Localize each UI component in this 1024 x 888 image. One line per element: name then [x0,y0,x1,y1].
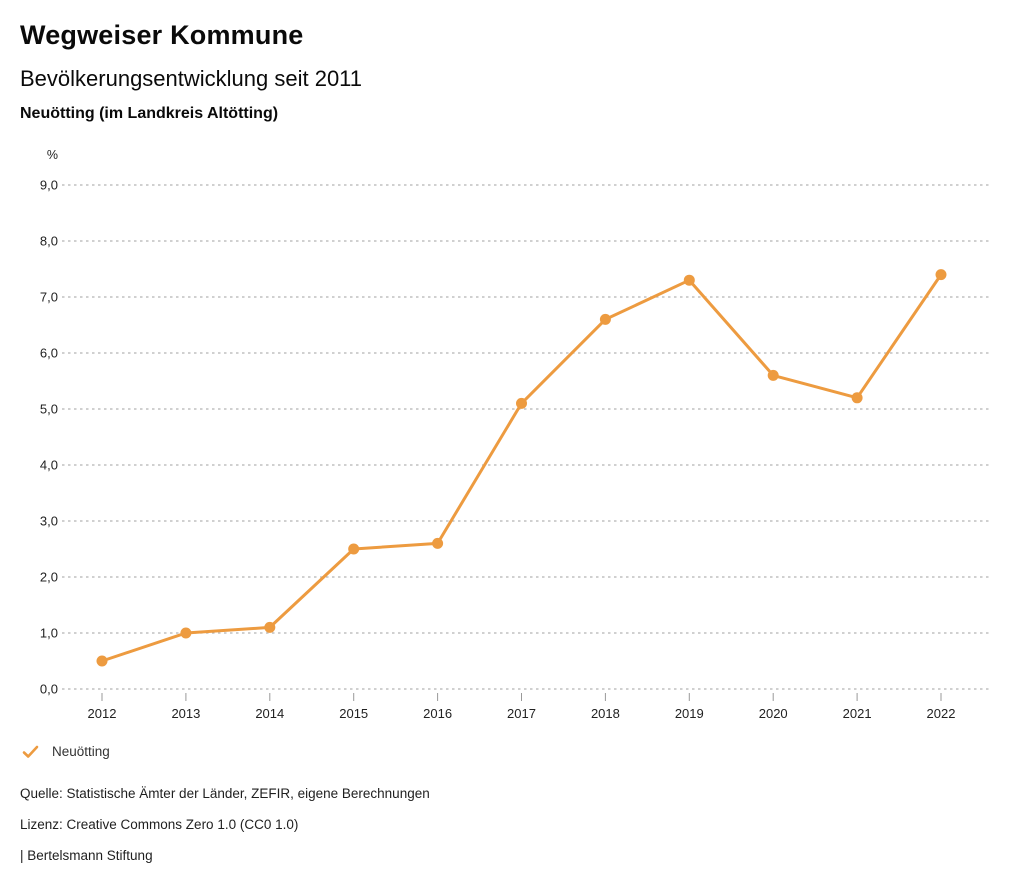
data-point-2019[interactable] [683,274,695,286]
x-axis-tick-label: 2022 [927,706,956,721]
y-axis-tick-label: 5,0 [40,402,58,417]
y-axis-tick-label: 4,0 [40,458,58,473]
check-icon [22,745,39,758]
x-axis-tick-label: 2016 [423,706,452,721]
y-axis-tick-label: 2,0 [40,570,58,585]
y-axis-tick-label: 6,0 [40,346,58,361]
y-axis-tick-label: 0,0 [40,682,58,697]
series-line-neuötting [100,273,943,663]
x-axis-tick-label: 2015 [339,706,368,721]
data-point-2022[interactable] [935,269,947,281]
data-point-2020[interactable] [767,369,779,381]
data-point-2021[interactable] [851,392,863,404]
y-axis-tick-label: 8,0 [40,234,58,249]
source-text: Quelle: Statistische Ämter der Länder, Z… [20,786,430,801]
y-axis-tick-label: 3,0 [40,514,58,529]
x-axis-tick-label: 2014 [255,706,284,721]
x-axis-tick-label: 2018 [591,706,620,721]
chart-area: % 0,0 1,0 2,0 3,0 4,0 5,0 6,0 7,0 8,0 9,0 2012 2013 2… [0,140,1024,732]
data-point-2018[interactable] [599,313,611,325]
legend-item-neuoetting[interactable]: Neuötting [22,744,110,759]
data-point-2012[interactable] [96,655,108,667]
attribution-text: | Bertelsmann Stiftung [20,848,153,863]
y-axis-tick-label: 7,0 [40,290,58,305]
data-point-2016[interactable] [432,537,444,549]
data-point-2015[interactable] [348,543,360,555]
x-axis-tick-label: 2020 [759,706,788,721]
x-axis-tick-label: 2019 [675,706,704,721]
data-point-2017[interactable] [516,397,527,409]
line-chart: % 0,0 1,0 2,0 3,0 4,0 5,0 6,0 7,0 8,0 9,0 2012 2013 2… [40,148,990,721]
x-axis-tick-label: 2021 [843,706,872,721]
chart-subtitle: Bevölkerungsentwicklung seit 2011 [20,66,363,91]
x-axis-tick-label: 2013 [171,706,200,721]
y-axis-tick-label: 1,0 [40,626,58,641]
data-point-2013[interactable] [180,627,192,639]
legend: Neuötting [22,744,110,759]
region-label: Neuötting (im Landkreis Altötting) [20,105,279,122]
y-axis-tick-label: 9,0 [40,178,58,193]
x-axis-tick-label: 2017 [507,706,536,721]
x-axis-tick-label: 2012 [88,706,117,721]
legend-label: Neuötting [52,744,110,759]
license-text: Lizenz: Creative Commons Zero 1.0 (CC0 1… [20,817,299,832]
data-point-2014[interactable] [264,621,276,633]
page-title: Wegweiser Kommune [20,20,304,50]
y-axis-unit-label: % [47,148,58,162]
